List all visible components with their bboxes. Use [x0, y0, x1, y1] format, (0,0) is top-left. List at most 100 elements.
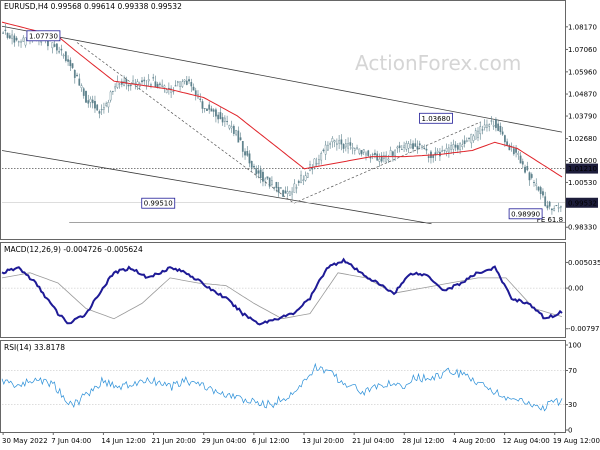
- candle-body: [20, 41, 22, 43]
- candle-body: [425, 148, 428, 151]
- candle-body: [318, 159, 320, 164]
- candle-body: [385, 154, 388, 163]
- candle-body: [109, 91, 112, 101]
- candle-body: [73, 70, 76, 78]
- main-y-tick-label: 1.01600: [568, 157, 597, 165]
- candle-body: [459, 143, 461, 150]
- candle-body: [156, 83, 159, 88]
- candle-body: [114, 86, 116, 89]
- macd-plot: 0.005035 0.00 -0.007973: [1, 257, 600, 333]
- candle-body: [492, 124, 495, 127]
- candle-body: [448, 147, 450, 153]
- candle-body: [244, 151, 246, 156]
- candle-body: [360, 150, 363, 155]
- candle-body: [112, 90, 114, 92]
- candle-body: [282, 190, 284, 197]
- x-tick-label: 7 Jun 04:00: [51, 437, 91, 445]
- candle-body: [483, 124, 486, 128]
- main-y-tick-label: 1.05960: [568, 68, 597, 76]
- candle-body: [331, 138, 334, 143]
- candle-body: [51, 42, 54, 49]
- candle-body: [421, 145, 423, 148]
- main-plot: 1.08170 1.07060 1.05960 1.04870 1.03790 1.026…: [1, 21, 598, 232]
- candle-body: [555, 205, 558, 207]
- candle-body: [528, 172, 531, 181]
- candle-body: [24, 37, 27, 46]
- rsi-line: [1, 362, 563, 412]
- candle-body: [64, 51, 67, 61]
- candle-body: [423, 148, 426, 150]
- candle-body: [170, 87, 172, 93]
- x-tick-label: 21 Jul 04:00: [352, 437, 394, 445]
- main-header: EURUSD,H4 0.99568 0.99614 0.99338 0.9953…: [4, 2, 182, 11]
- annotation-label: 1.03680: [422, 115, 451, 123]
- rsi-y-tick-label: 30: [568, 401, 577, 409]
- candle-body: [94, 101, 96, 109]
- candle-body: [338, 140, 340, 144]
- candle-body: [253, 165, 255, 168]
- fe-label: FE 61.8: [537, 216, 563, 224]
- candle-body: [389, 150, 392, 157]
- candle-body: [120, 81, 123, 85]
- candle-body: [445, 148, 448, 152]
- candle-body: [499, 125, 502, 133]
- candle-body: [412, 143, 414, 149]
- candle-body: [181, 81, 184, 87]
- candle-body: [96, 104, 99, 111]
- candle-body: [546, 205, 549, 209]
- candle-body: [517, 152, 520, 155]
- candle-body: [150, 84, 152, 86]
- candle-body: [192, 86, 195, 91]
- candle-body: [241, 141, 244, 152]
- candle-body: [2, 32, 4, 34]
- macd-main-line: [1, 257, 563, 326]
- current-price-tag: 0.99532: [568, 199, 597, 207]
- candle-body: [176, 81, 179, 83]
- macd-y-tick-label: 0.00: [568, 285, 584, 293]
- candle-body: [481, 129, 484, 131]
- candle-body: [235, 130, 237, 135]
- candle-body: [347, 143, 349, 149]
- candle-body: [286, 191, 289, 194]
- candle-body: [85, 90, 87, 103]
- candle-body: [103, 107, 105, 110]
- candle-body: [380, 155, 383, 162]
- candle-body: [288, 191, 291, 196]
- candle-body: [154, 81, 157, 88]
- rsi-y-tick-label: 70: [568, 367, 577, 375]
- candle-body: [141, 80, 143, 83]
- candle-body: [327, 144, 329, 151]
- main-y-tick-label: 0.98330: [568, 224, 597, 232]
- candle-body: [537, 186, 540, 191]
- candle-body: [461, 144, 464, 148]
- rsi-plot: 100 70 30 0: [1, 342, 581, 435]
- candle-body: [371, 154, 374, 156]
- candle-body: [367, 150, 370, 156]
- candle-body: [544, 196, 547, 207]
- candle-body: [190, 82, 193, 87]
- dashed-trendline: [76, 42, 481, 204]
- candle-body: [172, 91, 175, 93]
- annotation-box: [508, 208, 543, 220]
- candle-body: [125, 79, 128, 85]
- candle-body: [358, 148, 361, 154]
- candle-body: [250, 161, 253, 168]
- candle-body: [219, 112, 222, 119]
- candle-body: [226, 121, 228, 123]
- candle-body: [530, 174, 533, 178]
- candle-body: [87, 100, 90, 104]
- candle-body: [116, 81, 119, 88]
- candle-body: [443, 149, 446, 151]
- candle-body: [13, 35, 16, 43]
- candle-body: [58, 51, 60, 53]
- candle-body: [490, 120, 493, 122]
- candle-body: [15, 37, 18, 41]
- channel-upper-line: [1, 25, 563, 133]
- candle-body: [143, 79, 146, 82]
- rsi-y-tick-label: 0: [568, 427, 572, 435]
- candle-body: [217, 114, 220, 120]
- candle-body: [123, 80, 125, 86]
- x-tick-label: 30 May 2022: [2, 437, 48, 445]
- candle-body: [71, 63, 74, 68]
